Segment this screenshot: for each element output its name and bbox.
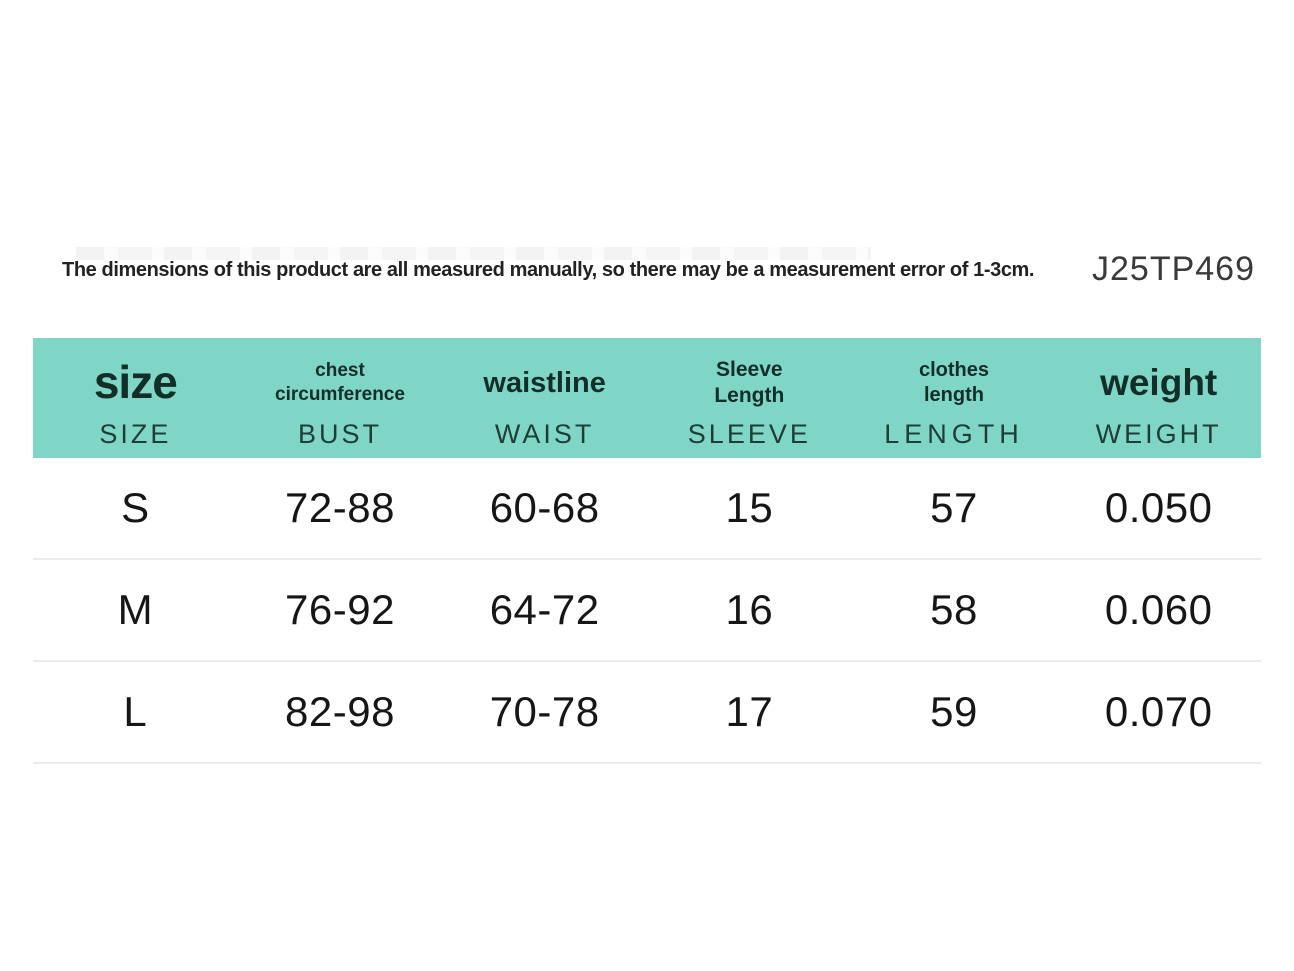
header-length-label: clothes length xyxy=(918,359,989,406)
cell-weight: 0.060 xyxy=(1104,586,1213,633)
header-waist-label: waistline xyxy=(483,366,606,399)
header-length-sublabel: LENGTH xyxy=(884,418,1024,449)
cell-waist: 70-78 xyxy=(489,688,600,735)
cell-weight: 0.070 xyxy=(1104,688,1213,735)
cell-bust: 72-88 xyxy=(285,484,395,531)
cell-sleeve: 15 xyxy=(725,484,774,531)
cell-bust: 76-92 xyxy=(285,586,395,633)
cell-waist: 64-72 xyxy=(489,586,600,633)
table-header-row: size SIZE chest circumference BUST waist… xyxy=(33,338,1261,458)
cell-size: M xyxy=(117,586,154,633)
header-bust-label: chest circumference xyxy=(275,360,405,405)
header-size-label: size xyxy=(93,356,178,409)
header-weight: weight WEIGHT xyxy=(1056,338,1261,458)
cell-length: 59 xyxy=(930,688,978,735)
cell-size: S xyxy=(121,484,150,531)
header-sleeve: Sleeve Length SLEEVE xyxy=(647,338,852,458)
header-waist-sublabel: WAIST xyxy=(494,418,595,449)
header-size: size SIZE xyxy=(33,338,238,458)
cell-weight: 0.050 xyxy=(1104,484,1213,531)
cell-size: L xyxy=(123,688,148,735)
product-code: J25TP469 xyxy=(1092,250,1255,288)
header-sleeve-sublabel: SLEEVE xyxy=(687,418,811,449)
cell-sleeve: 16 xyxy=(725,586,774,633)
measurement-disclaimer: The dimensions of this product are all m… xyxy=(62,259,1035,281)
header-weight-label: weight xyxy=(1100,361,1218,403)
header-bust: chest circumference BUST xyxy=(238,338,443,458)
cell-length: 58 xyxy=(930,586,978,633)
table-row-s: S 72-88 60-68 15 57 0.050 xyxy=(33,458,1261,560)
cell-length: 57 xyxy=(930,484,978,531)
header-size-sublabel: SIZE xyxy=(99,418,172,449)
cell-waist: 60-68 xyxy=(489,484,600,531)
header-sleeve-label: Sleeve Length xyxy=(714,357,785,407)
header-weight-sublabel: WEIGHT xyxy=(1095,418,1222,449)
cell-sleeve: 17 xyxy=(725,688,774,735)
header-length: clothes length LENGTH xyxy=(852,338,1057,458)
header-waist: waistline WAIST xyxy=(442,338,647,458)
faded-text-artifact xyxy=(76,247,871,260)
cell-bust: 82-98 xyxy=(285,688,395,735)
header-bust-sublabel: BUST xyxy=(297,418,382,449)
size-table: size SIZE chest circumference BUST waist… xyxy=(33,338,1261,764)
table-row-m: M 76-92 64-72 16 58 0.060 xyxy=(33,560,1261,662)
table-row-l: L 82-98 70-78 17 59 0.070 xyxy=(33,662,1261,764)
